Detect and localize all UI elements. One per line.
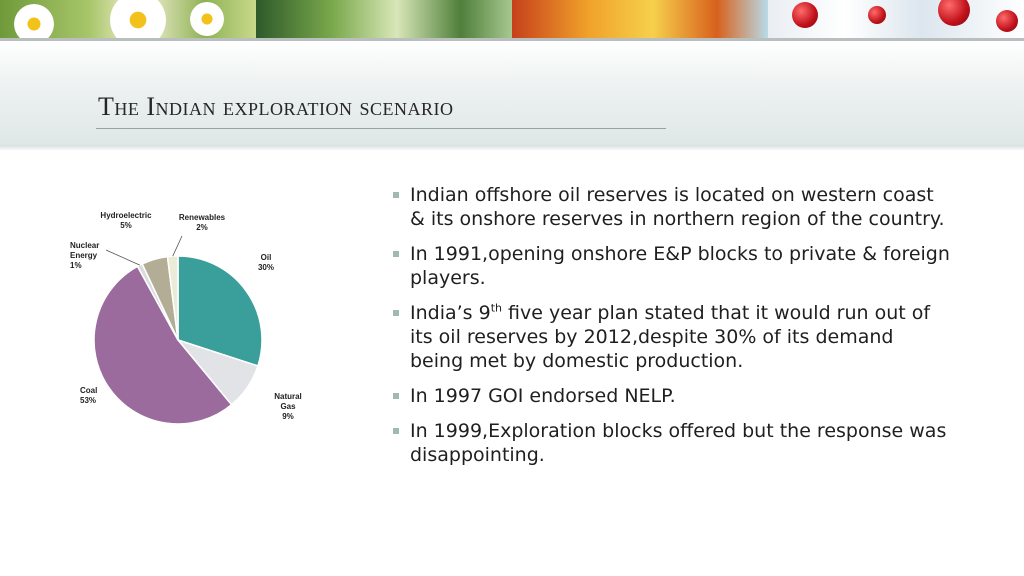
pie-slice-coal [93,265,233,425]
slide-title: The Indian exploration scenario [98,92,454,121]
bullet-item: Indian offshore oil reserves is located … [390,183,950,231]
daisy-photo-panel [0,0,256,38]
bullet-marker [393,428,399,434]
bullet-text: Indian offshore oil reserves is located … [410,184,945,230]
pie-label-nuclear-energy: Nuclear Energy 1% [70,241,99,270]
bullet-marker [393,251,399,257]
bullet-item: In 1997 GOI endorsed NELP. [390,384,950,408]
decorative-photo-banner [0,0,1024,38]
pie-leader-line [105,249,141,266]
winter-berries-photo-panel [768,0,1024,38]
bullet-marker [393,310,399,316]
bullet-item: India’s 9th five year plan stated that i… [390,301,950,373]
bullet-item: In 1991,opening onshore E&P blocks to pr… [390,242,950,290]
bullet-text: In 1999,Exploration blocks offered but t… [410,420,947,466]
bullet-marker [393,192,399,198]
energy-mix-pie-chart: Oil 30% Natural Gas 9% Coal 53% Nuclear Energy 1%… [70,211,302,425]
pie-label-natural-gas: Natural Gas 9% [274,392,302,421]
pie-label-oil: Oil 30% [258,253,274,272]
bullet-item: In 1999,Exploration blocks offered but t… [390,419,950,467]
pie-slice-oil [177,255,263,367]
title-underline [96,128,666,129]
pie-leader-line [172,235,183,257]
bullet-text-end: five year plan stated that it would run … [410,302,931,372]
pie-label-hydroelectric: Hydroelectric 5% [100,211,152,230]
title-band-shadow [0,145,1024,151]
bullet-text-start: India’s 9 [410,302,491,324]
palm-photo-panel [256,0,512,38]
pie-label-coal: Coal 53% [80,386,97,405]
bullet-marker [393,393,399,399]
bullet-text: In 1997 GOI endorsed NELP. [410,385,676,407]
pie-slice-renewables [166,255,179,341]
banner-divider [0,38,1024,41]
bullet-text: In 1991,opening onshore E&P blocks to pr… [410,243,950,289]
pie-label-renewables: Renewables 2% [179,213,226,232]
ordinal-superscript: th [490,301,502,315]
autumn-leaves-photo-panel [512,0,768,38]
bullet-list: Indian offshore oil reserves is located … [390,183,950,478]
